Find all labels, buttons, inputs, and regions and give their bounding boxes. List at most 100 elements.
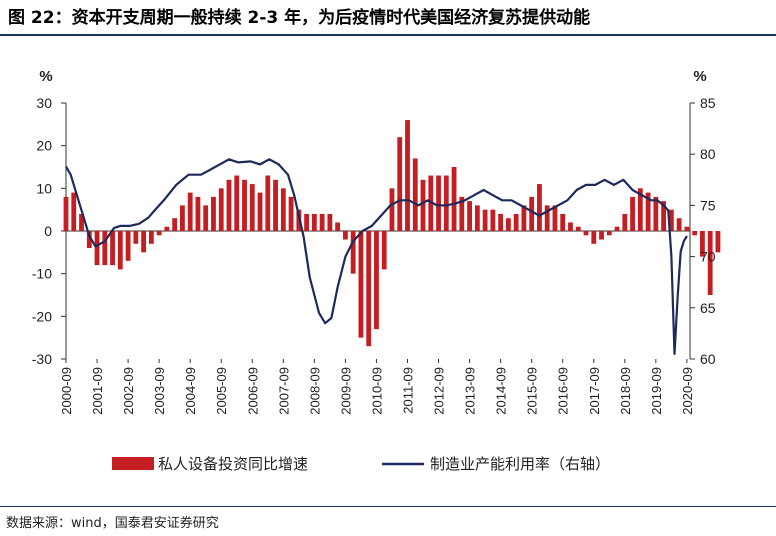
bar	[381, 231, 387, 270]
bar	[451, 167, 457, 231]
legend-bar-swatch	[112, 457, 154, 470]
bar	[187, 192, 193, 231]
left-tick-label: 0	[44, 223, 52, 239]
right-tick-label: 75	[700, 197, 716, 213]
left-tick-label: 20	[36, 138, 52, 154]
bar	[110, 231, 115, 266]
bar	[358, 231, 364, 338]
bar	[63, 196, 69, 231]
bar	[327, 213, 333, 231]
x-tick-label: 2014-09	[494, 367, 509, 415]
bar	[79, 213, 84, 231]
right-axis-unit: %	[693, 68, 706, 85]
bar	[552, 205, 558, 231]
bar	[133, 231, 139, 244]
chart-area: 30 20 10 0 -10 -20 -30% 85 80 75 70 65 60% 2000-09 200…	[32, 68, 721, 473]
bar	[622, 213, 628, 231]
x-tick-label: 2007-09	[276, 367, 291, 415]
bar	[226, 179, 232, 231]
bar	[342, 231, 348, 240]
x-tick-label: 2005-09	[214, 367, 229, 415]
bar	[467, 201, 472, 231]
x-tick-label: 2002-09	[121, 367, 136, 415]
bar	[234, 175, 240, 231]
bar	[335, 222, 341, 231]
line-series-group	[65, 158, 688, 355]
bar	[583, 231, 589, 236]
bar	[366, 231, 372, 347]
right-tick-label: 80	[700, 146, 716, 162]
bar	[249, 184, 255, 231]
x-tick-label: 2006-09	[245, 367, 260, 415]
bar	[707, 231, 713, 295]
bar	[125, 231, 131, 261]
tick-labels-group: 30 20 10 0 -10 -20 -30% 85 80 75 70 65 60% 2000-09 200…	[32, 68, 716, 415]
bar	[180, 205, 185, 231]
left-tick-label: 30	[36, 95, 52, 111]
bar	[242, 179, 247, 231]
bar	[428, 175, 434, 231]
bar	[676, 218, 682, 231]
right-tick-label: 85	[700, 95, 716, 111]
x-tick-label: 2016-09	[556, 367, 571, 415]
bar	[94, 231, 100, 266]
bar	[715, 231, 721, 253]
legend-line-label: 制造业产能利用率（右轴）	[430, 455, 610, 473]
right-tick-label: 70	[700, 249, 716, 265]
bar	[599, 231, 604, 240]
x-tick-label: 2010-09	[369, 367, 384, 415]
bar	[203, 205, 209, 231]
bar	[156, 231, 162, 236]
bar	[211, 196, 216, 231]
x-tick-label: 2018-09	[618, 367, 633, 415]
bar	[389, 188, 395, 231]
bar	[653, 196, 659, 231]
bar	[288, 196, 294, 231]
bar	[498, 213, 504, 231]
left-tick-label: -10	[32, 266, 52, 282]
bar	[311, 213, 317, 231]
bar	[412, 158, 418, 231]
bar	[350, 231, 356, 274]
bar	[505, 218, 511, 231]
x-tick-label: 2015-09	[525, 367, 540, 415]
bar	[490, 209, 496, 231]
bar	[172, 218, 178, 231]
bar	[436, 175, 441, 231]
bar	[218, 188, 224, 231]
bar	[537, 184, 542, 231]
bar	[443, 175, 449, 231]
bar	[692, 231, 698, 236]
bar	[374, 231, 379, 330]
bar	[560, 213, 566, 231]
bar	[606, 231, 612, 236]
bar	[575, 226, 581, 231]
bar	[661, 201, 667, 231]
bar	[544, 205, 550, 231]
bar	[700, 231, 705, 257]
x-tick-label: 2017-09	[587, 367, 602, 415]
capacity-utilization-line	[65, 158, 688, 355]
left-axis-unit: %	[39, 68, 52, 85]
x-tick-label: 2003-09	[152, 367, 167, 415]
left-tick-label: -20	[32, 308, 52, 324]
bar	[684, 226, 690, 231]
left-tick-label: -30	[32, 351, 52, 367]
title-rule	[0, 34, 776, 36]
x-tick-label: 2004-09	[183, 367, 198, 415]
left-tick-label: 10	[36, 180, 52, 196]
legend: 私人设备投资同比增速 制造业产能利用率（右轴）	[112, 455, 610, 473]
bar	[591, 231, 597, 244]
bar	[319, 213, 325, 231]
bar	[645, 192, 651, 231]
bar	[304, 213, 310, 231]
bar	[195, 196, 201, 231]
legend-bar-label: 私人设备投资同比增速	[158, 455, 308, 473]
bar	[568, 222, 573, 231]
x-tick-label: 2000-09	[59, 367, 74, 415]
source-rule	[0, 506, 776, 507]
bar	[529, 196, 535, 231]
bar	[71, 192, 77, 231]
bar	[459, 196, 465, 231]
right-tick-label: 65	[700, 300, 716, 316]
